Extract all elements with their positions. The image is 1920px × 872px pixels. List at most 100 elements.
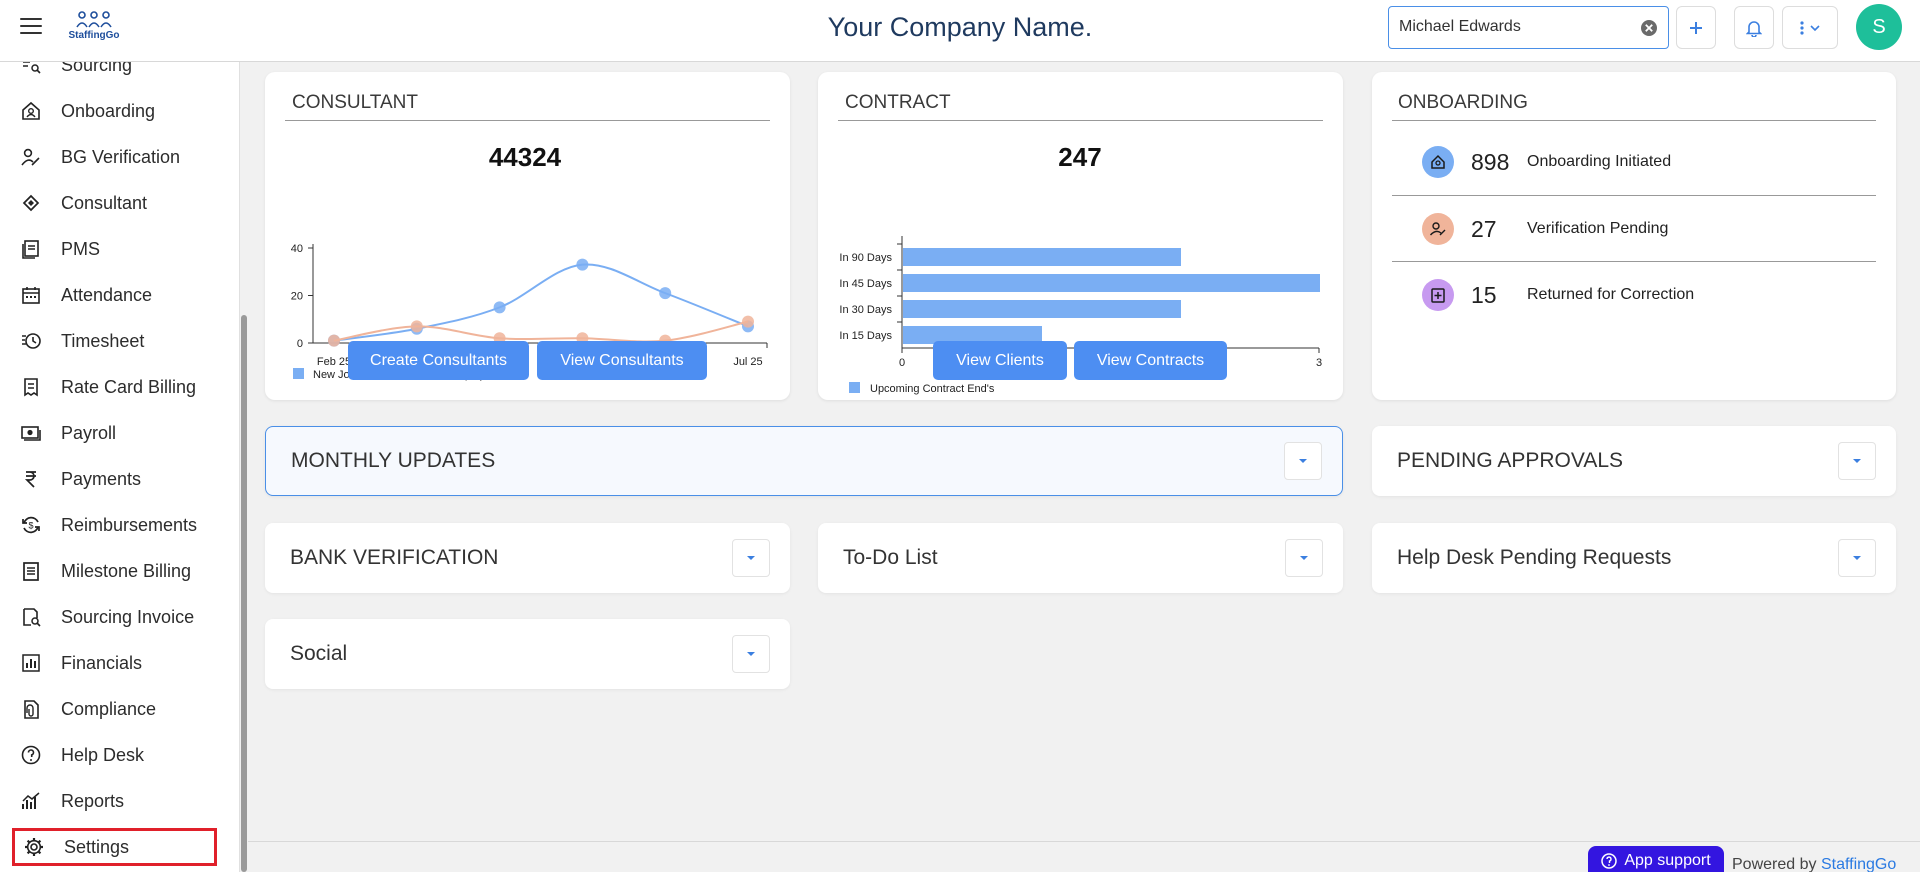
avatar[interactable]: S: [1856, 4, 1902, 50]
legend-swatch: [293, 368, 304, 379]
sidebar-item-timesheet[interactable]: Timesheet: [12, 322, 217, 360]
sidebar-item-label: Financials: [61, 652, 143, 673]
sidebar-item-financials[interactable]: Financials: [12, 644, 217, 682]
sidebar-item-help-desk[interactable]: Help Desk: [12, 736, 217, 774]
sidebar-item-pms[interactable]: PMS: [12, 230, 217, 268]
view-consultants-button[interactable]: View Consultants: [537, 341, 707, 380]
search-input[interactable]: [1399, 18, 1619, 36]
consultant-total: 44324: [488, 142, 562, 172]
sidebar-item-bg-verification[interactable]: BG Verification: [12, 138, 217, 176]
sidebar-item-settings[interactable]: Settings: [12, 828, 217, 866]
legend-label: Upcoming Contract End's: [870, 383, 995, 395]
clock-icon: [20, 330, 42, 352]
sidebar-item-label: PMS: [61, 238, 101, 259]
sidebar-item-attendance[interactable]: Attendance: [12, 276, 217, 314]
sidebar-item-milestone-billing[interactable]: Milestone Billing: [12, 552, 217, 590]
invoice-search-icon: [20, 606, 42, 628]
document-icon: [20, 560, 42, 582]
sidebar-item-reimbursements[interactable]: $ Reimbursements: [12, 506, 217, 544]
social-panel[interactable]: Social: [265, 619, 790, 689]
reports-icon: [20, 790, 42, 812]
returned-correction-label: Returned for Correction: [1527, 286, 1695, 303]
bank-verification-dropdown[interactable]: [732, 539, 770, 577]
sidebar-scrollbar[interactable]: [241, 315, 247, 872]
sidebar-item-rate-card-billing[interactable]: Rate Card Billing: [12, 368, 217, 406]
todo-list-panel[interactable]: To-Do List: [818, 523, 1343, 593]
onboarding-card: ONBOARDING 898 Onboarding Initiated 27 V…: [1372, 72, 1896, 400]
monthly-updates-dropdown[interactable]: [1284, 442, 1322, 480]
monthly-updates-title: MONTHLY UPDATES: [291, 449, 496, 472]
sidebar-item-label: Sourcing: [61, 62, 133, 75]
returned-correction-row[interactable]: 15 Returned for Correction: [1392, 262, 1876, 328]
sidebar-item-sourcing[interactable]: Sourcing: [12, 62, 217, 84]
pending-approvals-title: PENDING APPROVALS: [1397, 449, 1624, 472]
sidebar-item-onboarding[interactable]: Onboarding: [12, 92, 217, 130]
create-consultants-button[interactable]: Create Consultants: [348, 341, 529, 380]
verification-pending-icon: [1422, 213, 1454, 245]
contract-total: 247: [1058, 142, 1102, 172]
more-options-button[interactable]: [1782, 6, 1838, 49]
kebab-chevron-icon: [1800, 20, 1820, 35]
powered-by-link[interactable]: StaffingGo: [1820, 856, 1897, 872]
app-support-button[interactable]: App support: [1588, 846, 1724, 872]
caret-down-icon: [747, 556, 755, 560]
view-clients-button[interactable]: View Clients: [933, 341, 1067, 380]
onboarding-icon: [20, 100, 42, 122]
bar-in-30-days: [903, 300, 1181, 318]
clear-icon[interactable]: [1640, 19, 1658, 37]
consultant-icon: [20, 192, 42, 214]
sidebar-item-label: Payroll: [61, 422, 117, 443]
sidebar-item-payroll[interactable]: Payroll: [12, 414, 217, 452]
onboarding-title: ONBOARDING: [1398, 92, 1528, 113]
search-box[interactable]: [1388, 6, 1669, 49]
data-point: [659, 287, 672, 300]
pending-approvals-panel[interactable]: PENDING APPROVALS: [1372, 426, 1896, 496]
helpdesk-pending-dropdown[interactable]: [1838, 539, 1876, 577]
logo[interactable]: StaffingGo: [64, 8, 124, 52]
view-contracts-button[interactable]: View Contracts: [1074, 341, 1227, 380]
pms-icon: [20, 238, 42, 260]
data-point: [742, 315, 754, 328]
data-point: [493, 301, 506, 314]
divider: [285, 120, 770, 121]
sidebar-item-compliance[interactable]: Compliance: [12, 690, 217, 728]
sidebar-item-label: Rate Card Billing: [61, 376, 197, 397]
sidebar-item-label: Sourcing Invoice: [61, 606, 195, 627]
svg-text:$: $: [28, 521, 33, 531]
sidebar-item-sourcing-invoice[interactable]: Sourcing Invoice: [12, 598, 217, 636]
menu-icon[interactable]: [20, 18, 42, 36]
y-category-label: In 15 Days: [839, 330, 892, 342]
todo-list-dropdown[interactable]: [1285, 539, 1323, 577]
social-dropdown[interactable]: [732, 635, 770, 673]
money-icon: [20, 422, 42, 444]
sidebar-item-label: Attendance: [61, 284, 153, 305]
verification-pending-label: Verification Pending: [1527, 220, 1669, 237]
y-category-label: In 30 Days: [839, 304, 892, 316]
sidebar-item-payments[interactable]: Payments: [12, 460, 217, 498]
onboarding-initiated-row[interactable]: 898 Onboarding Initiated: [1392, 129, 1876, 195]
sidebar-item-label: Timesheet: [61, 330, 145, 351]
pending-approvals-dropdown[interactable]: [1838, 442, 1876, 480]
add-button[interactable]: [1676, 6, 1716, 49]
verification-pending-row[interactable]: 27 Verification Pending: [1392, 196, 1876, 262]
monthly-updates-panel[interactable]: MONTHLY UPDATES: [265, 426, 1343, 496]
x-tick-label: Jul 25: [733, 356, 762, 368]
app-support-label: App support: [1624, 852, 1711, 869]
sidebar-item-reports[interactable]: Reports: [12, 782, 217, 820]
rupee-icon: [20, 468, 42, 490]
verification-pending-count: 27: [1471, 215, 1497, 242]
helpdesk-pending-title: Help Desk Pending Requests: [1397, 546, 1672, 569]
sidebar-item-consultant[interactable]: Consultant: [12, 184, 217, 222]
x-tick-label: 3: [1316, 357, 1322, 369]
contract-title: CONTRACT: [845, 92, 951, 113]
caret-down-icon: [747, 652, 755, 656]
sourcing-icon: [20, 62, 42, 76]
x-tick-label: Feb 25: [317, 356, 351, 368]
helpdesk-pending-panel[interactable]: Help Desk Pending Requests: [1372, 523, 1896, 593]
bank-verification-panel[interactable]: BANK VERIFICATION: [265, 523, 790, 593]
returned-correction-icon: [1422, 279, 1454, 311]
powered-by-text: Powered by: [1732, 856, 1817, 872]
notifications-button[interactable]: [1734, 6, 1774, 49]
sidebar-item-label: Reimbursements: [61, 514, 198, 535]
sidebar-item-label: Payments: [61, 468, 142, 489]
